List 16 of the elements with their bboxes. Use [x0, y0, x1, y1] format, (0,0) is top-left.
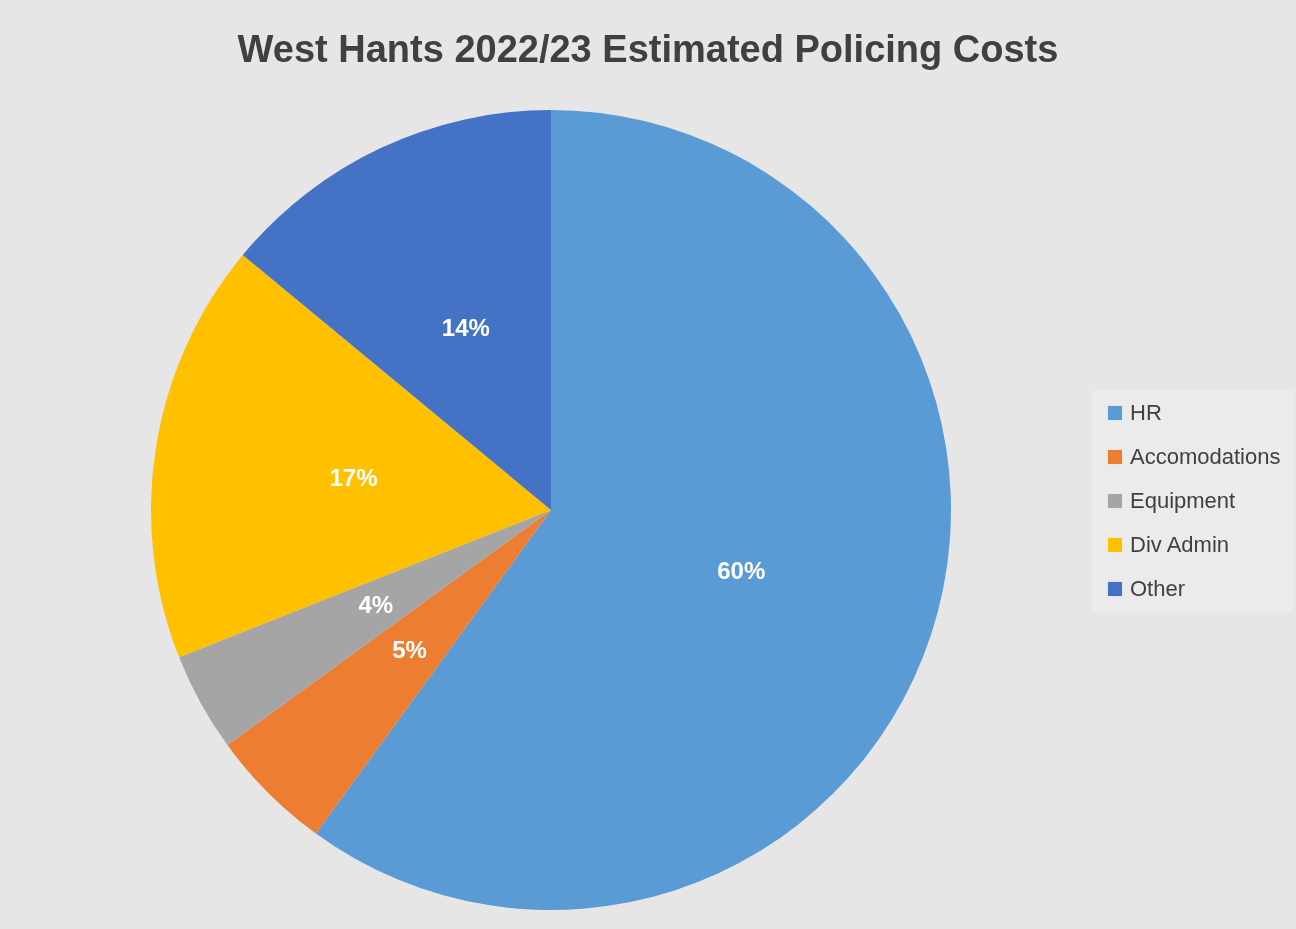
pie-slice	[179, 510, 551, 746]
pie-slice	[242, 110, 551, 510]
data-label: 4%	[358, 591, 394, 619]
data-label: 60%	[717, 556, 766, 584]
legend-label: HR	[1130, 400, 1162, 425]
pie-slice	[315, 110, 951, 910]
data-label: 14%	[441, 314, 490, 342]
legend-label: Equipment	[1130, 488, 1236, 513]
pie-slice	[151, 255, 551, 658]
data-label: 17%	[329, 463, 378, 491]
legend-label: Div Admin	[1130, 532, 1230, 557]
chart-title: West Hants 2022/23 Estimated Policing Costs	[237, 28, 1059, 70]
legend-label: Other	[1130, 576, 1186, 601]
pie-slice	[227, 510, 551, 834]
data-label: 5%	[392, 636, 427, 664]
legend-label: Accomodations	[1130, 444, 1281, 469]
